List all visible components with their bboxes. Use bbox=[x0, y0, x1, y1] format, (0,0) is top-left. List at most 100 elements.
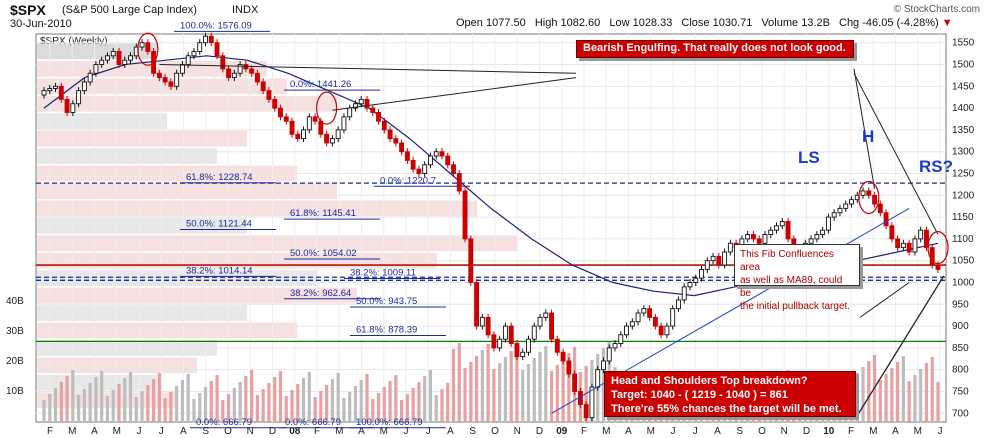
candle-body bbox=[479, 316, 485, 327]
highlight-circle bbox=[927, 231, 949, 265]
volume-bar bbox=[411, 388, 415, 422]
candle-body bbox=[335, 129, 341, 140]
volume-bar bbox=[555, 365, 559, 422]
volume-bar bbox=[446, 383, 450, 422]
candle-body bbox=[843, 203, 849, 209]
candle-body bbox=[295, 133, 301, 140]
y-tick-label: 1050 bbox=[952, 256, 975, 267]
candle-body bbox=[589, 386, 595, 419]
volume-bar bbox=[267, 383, 271, 422]
x-tick-label: D bbox=[803, 426, 810, 437]
candle-body bbox=[647, 308, 653, 318]
candle-body bbox=[81, 81, 87, 92]
fib-level-label: 38.2%: 1014.14 bbox=[186, 265, 253, 276]
close-value: 1030.71 bbox=[712, 17, 753, 29]
candle-body bbox=[139, 42, 145, 48]
candle-body bbox=[676, 299, 681, 310]
volume-bar bbox=[192, 399, 196, 422]
open-value: 1077.50 bbox=[485, 17, 526, 29]
y-tick-label: 1300 bbox=[952, 147, 975, 158]
volume-bar bbox=[117, 384, 121, 422]
ohlc-readout: Open 1077.50 High 1082.60 Low 1028.33 Cl… bbox=[456, 17, 953, 29]
fib-level-label: 61.8%: 1228.74 bbox=[186, 172, 253, 183]
candle-body bbox=[128, 55, 133, 61]
volume-by-price-bar bbox=[37, 113, 167, 130]
candle-body bbox=[572, 373, 578, 392]
candle-body bbox=[404, 151, 410, 161]
hs-note-line: Target: 1040 - ( 1219 - 1040 ) = 861 bbox=[611, 389, 788, 401]
candle-body bbox=[520, 351, 526, 358]
x-tick-label: A bbox=[892, 426, 899, 437]
candle-body bbox=[289, 120, 295, 135]
candle-body bbox=[306, 116, 312, 131]
volume-bar bbox=[42, 400, 46, 422]
y-tick-label: 1450 bbox=[952, 81, 975, 92]
close-label: Close bbox=[681, 17, 710, 29]
volume-tick-label: 30B bbox=[6, 326, 24, 337]
volume-tick-label: 40B bbox=[6, 296, 24, 307]
candle-body bbox=[439, 151, 445, 157]
fib-level-label: 61.8%: 1145.41 bbox=[290, 208, 356, 219]
candle-body bbox=[924, 229, 929, 249]
fib-level-label: 0.0%: 666.79 bbox=[196, 417, 252, 428]
candle-body bbox=[468, 238, 474, 283]
candle-body bbox=[508, 325, 514, 344]
candle-body bbox=[889, 225, 895, 240]
volume-bar bbox=[503, 357, 508, 422]
candle-body bbox=[560, 351, 566, 362]
candle-body bbox=[358, 98, 364, 105]
candle-body bbox=[208, 35, 214, 44]
candle-body bbox=[427, 155, 433, 166]
volume-bar bbox=[198, 393, 202, 422]
candle-body bbox=[618, 334, 624, 344]
candle-body bbox=[168, 81, 174, 87]
candle-body bbox=[249, 68, 255, 74]
annotation-head-shoulders: Head and Shoulders Top breakdown? Target… bbox=[604, 371, 856, 417]
candle-body bbox=[710, 255, 716, 262]
candle-body bbox=[347, 107, 353, 118]
x-tick-label: M bbox=[869, 426, 877, 437]
volume-bar bbox=[342, 398, 346, 422]
y-tick-label: 1200 bbox=[952, 190, 975, 201]
candle-body bbox=[191, 50, 197, 57]
candle-body bbox=[104, 55, 110, 61]
volume-bar bbox=[319, 391, 323, 422]
y-tick-label: 950 bbox=[952, 299, 969, 310]
volume-bar bbox=[221, 400, 225, 422]
candle-body bbox=[93, 64, 99, 74]
x-tick-label: N bbox=[514, 426, 521, 437]
x-tick-label: A bbox=[358, 426, 365, 437]
x-tick-label: M bbox=[335, 426, 343, 437]
volume-by-price-bar bbox=[37, 305, 247, 321]
candle-body bbox=[531, 325, 537, 340]
left-shoulder-label: LS bbox=[798, 148, 820, 167]
x-tick-label: M bbox=[113, 426, 121, 437]
volume-bar bbox=[538, 352, 542, 422]
volume-bar bbox=[88, 383, 92, 422]
highlight-circle bbox=[858, 180, 880, 215]
volume-bar bbox=[474, 356, 479, 422]
volume-bar bbox=[284, 396, 288, 422]
volume-bar bbox=[907, 381, 911, 422]
candle-body bbox=[872, 194, 878, 205]
volume-bar bbox=[924, 363, 929, 422]
candle-body bbox=[179, 64, 185, 74]
y-tick-label: 1500 bbox=[952, 60, 975, 71]
candle-body bbox=[203, 35, 208, 44]
candle-body bbox=[110, 50, 116, 57]
callout-line bbox=[859, 282, 910, 318]
candle-body bbox=[47, 88, 53, 92]
candle-body bbox=[768, 229, 774, 235]
hs-note-line: Head and Shoulders Top breakdown? bbox=[611, 375, 808, 387]
volume-bar bbox=[428, 370, 433, 422]
candle-body bbox=[831, 212, 837, 218]
volume-by-price-bar bbox=[37, 200, 477, 217]
fib-level-label: 0.0%: 666.79 bbox=[285, 417, 341, 428]
candle-body bbox=[70, 103, 76, 113]
candle-body bbox=[122, 59, 128, 65]
volume-bar bbox=[405, 394, 409, 422]
volume-bar bbox=[65, 376, 69, 422]
volume-by-price-bar bbox=[37, 270, 317, 286]
volume-bar bbox=[105, 396, 110, 422]
